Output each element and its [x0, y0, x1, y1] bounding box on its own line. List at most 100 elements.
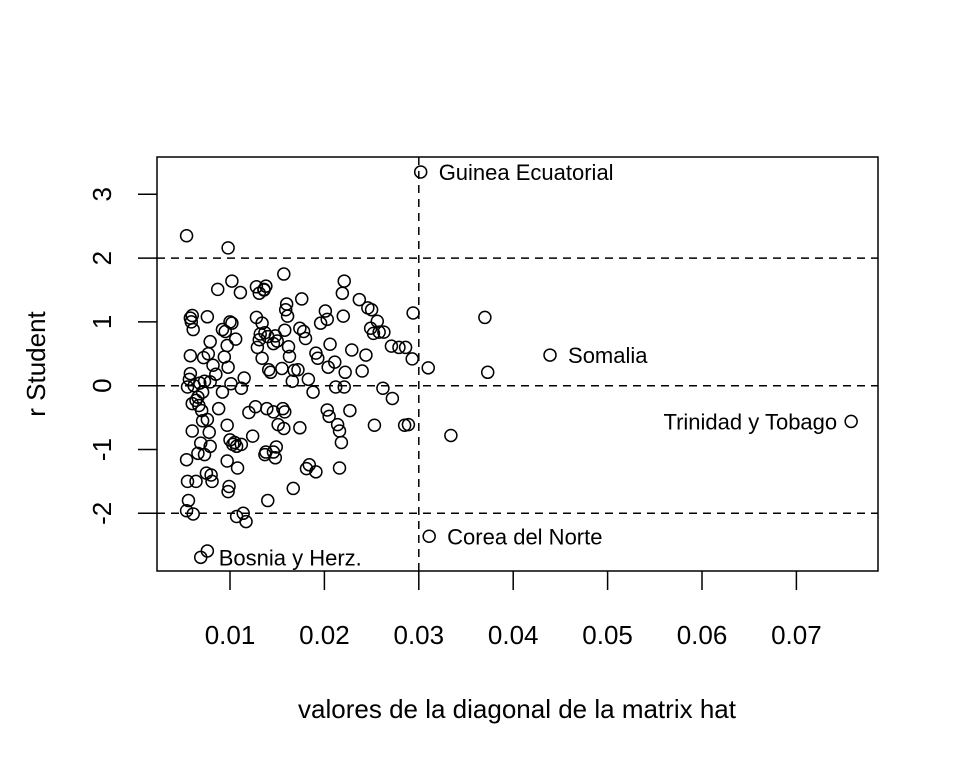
data-point [239, 514, 253, 529]
data-point [392, 340, 406, 355]
data-point [318, 304, 333, 318]
data-point [296, 324, 311, 339]
data-point [276, 401, 290, 416]
data-points [179, 165, 858, 565]
data-point [206, 358, 220, 373]
data-point [405, 352, 419, 366]
data-point [328, 355, 342, 369]
data-point [298, 331, 313, 346]
data-point [270, 334, 284, 348]
data-point [334, 435, 349, 450]
data-point [413, 165, 428, 179]
point-label: Somalia [568, 343, 648, 368]
data-point [180, 474, 195, 489]
data-point [250, 340, 265, 355]
data-point [220, 418, 234, 433]
data-point [844, 414, 858, 429]
data-point [220, 338, 234, 353]
data-point [180, 380, 195, 394]
data-point [221, 360, 235, 374]
data-point [237, 371, 251, 385]
data-point [234, 381, 249, 396]
data-point [183, 366, 198, 381]
data-point [320, 403, 334, 417]
data-point [205, 474, 219, 489]
x-axis-label: valores de la diagonal de la matrix hat [298, 694, 737, 724]
data-point [355, 364, 369, 378]
data-point [343, 403, 357, 418]
data-point [293, 421, 307, 435]
data-point [185, 424, 199, 438]
data-point [543, 348, 557, 362]
y-tick-label: -1 [87, 438, 117, 461]
data-point [299, 461, 314, 476]
data-point [234, 437, 249, 452]
data-point [320, 312, 334, 327]
data-point [291, 363, 305, 377]
data-point [337, 274, 351, 288]
data-point [196, 350, 211, 365]
data-point [323, 337, 337, 351]
data-point [335, 286, 350, 300]
data-point [313, 316, 328, 330]
data-point [367, 418, 382, 433]
data-point [277, 421, 291, 436]
data-point [364, 303, 379, 317]
data-point [186, 322, 200, 337]
data-point [332, 461, 347, 475]
data-point [197, 374, 212, 388]
data-point [266, 336, 281, 351]
data-point [257, 282, 271, 297]
data-point [184, 315, 199, 329]
data-point [278, 303, 293, 317]
x-tick-label: 0.01 [205, 620, 256, 650]
data-point [376, 381, 390, 396]
data-point [225, 274, 239, 288]
data-point [210, 282, 225, 297]
data-point [422, 529, 436, 544]
data-point [285, 374, 300, 388]
data-point [385, 391, 400, 406]
point-labels: Guinea Ecuatorial Somalia Trinidad y Tobag… [219, 160, 837, 570]
data-point [203, 439, 217, 454]
data-point [183, 348, 198, 363]
data-point [444, 428, 458, 443]
data-point [421, 361, 435, 375]
data-point [220, 454, 234, 468]
x-axis: 0.01 0.02 0.03 0.04 0.05 0.06 0.07 [205, 571, 822, 650]
data-point [181, 493, 196, 508]
data-point [193, 550, 208, 565]
data-point [211, 401, 226, 416]
x-tick-label: 0.04 [488, 620, 539, 650]
point-label: Trinidad y Tobago [663, 409, 837, 434]
data-point [277, 267, 291, 281]
data-point [189, 474, 203, 489]
x-tick-label: 0.02 [299, 620, 350, 650]
data-point [330, 417, 345, 432]
data-point [306, 385, 320, 399]
data-point [221, 241, 235, 255]
data-point [245, 429, 260, 443]
data-point [372, 325, 386, 339]
y-tick-label: 3 [87, 187, 117, 201]
data-point [225, 316, 239, 330]
data-point [269, 440, 284, 454]
data-point [179, 229, 194, 243]
y-axis-label: r Student [21, 310, 51, 416]
data-point [352, 292, 367, 307]
data-point [179, 503, 194, 518]
data-point [480, 365, 495, 380]
data-point [222, 479, 236, 494]
data-point [302, 458, 317, 472]
x-tick-label: 0.06 [677, 620, 728, 650]
x-tick-label: 0.03 [393, 620, 444, 650]
data-point [280, 309, 295, 323]
data-point [249, 310, 264, 325]
data-point [215, 385, 230, 399]
data-point [221, 484, 235, 499]
data-point [337, 380, 351, 394]
data-point [282, 349, 297, 364]
x-tick-label: 0.07 [771, 620, 822, 650]
data-point [293, 321, 307, 336]
